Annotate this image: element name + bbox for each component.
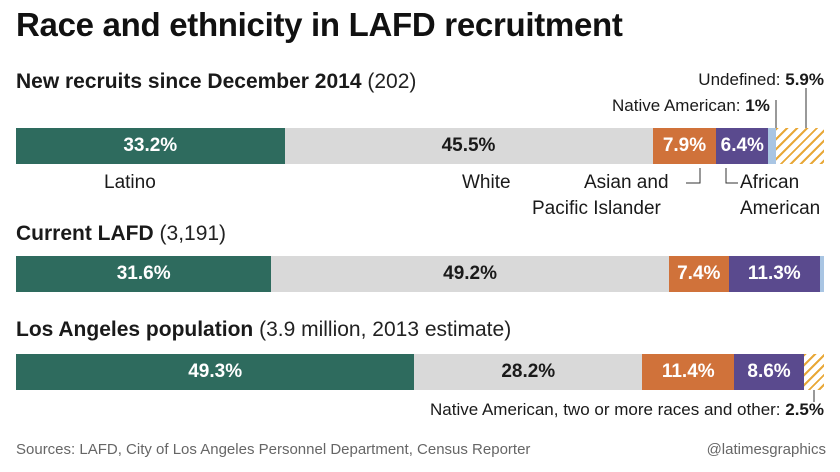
data-label: 31.6%: [116, 263, 171, 284]
note-native-label: Native American:: [612, 96, 746, 115]
bar-la-population: 49.3% 28.2% 11.4% 8.6%: [16, 354, 824, 390]
chart-title: Race and ethnicity in LAFD recruitment: [16, 6, 623, 43]
bar-segment-asian-and-pacific-islander: [642, 354, 735, 390]
data-label: 49.2%: [443, 263, 498, 284]
note-other-value: 2.5%: [785, 400, 824, 419]
bar-segment-native-american: [819, 256, 824, 292]
data-label: 49.3%: [188, 361, 243, 382]
section-heading-new-recruits: New recruits since December 2014 (202): [16, 70, 416, 94]
section-count: (202): [367, 70, 417, 93]
bar-segment-african-american: [728, 256, 820, 292]
category-label-white: White: [462, 172, 511, 193]
data-label: 45.5%: [441, 135, 496, 156]
bar-segment-native-american: [768, 128, 777, 164]
note-other: Native American, two or more races and o…: [430, 400, 824, 420]
category-label-asian-line2: Pacific Islander: [532, 198, 661, 219]
data-label: 6.4%: [720, 135, 764, 156]
leader-line-african: [725, 168, 738, 184]
source-note: Sources: LAFD, City of Los Angeles Perso…: [16, 441, 531, 458]
bar-new-recruits: 33.2% 45.5% 7.9% 6.4%: [16, 128, 824, 164]
section-count: (3,191): [159, 222, 227, 245]
bar-segment-latino: [16, 256, 272, 292]
bar-segment-latino: [16, 128, 285, 164]
leader-line-asian: [686, 168, 701, 184]
section-title: New recruits since December 2014: [16, 70, 362, 93]
section-title: Current LAFD: [16, 222, 154, 245]
note-undefined-label: Undefined:: [698, 70, 786, 89]
category-label-asian-line1: Asian and: [584, 172, 669, 193]
credit: @latimesgraphics: [706, 441, 826, 458]
note-undefined: Undefined: 5.9%: [698, 70, 824, 90]
bar-segment-undefined: [776, 128, 824, 164]
data-label: 7.4%: [677, 263, 721, 284]
bar-segment-latino: [16, 354, 415, 390]
data-label: 8.6%: [747, 361, 791, 382]
data-label: 11.3%: [747, 263, 801, 284]
bar-current-lafd: 31.6% 49.2% 7.4% 11.3%: [16, 256, 824, 292]
category-label-african-line1: African: [740, 172, 800, 193]
category-label-latino: Latino: [104, 172, 156, 193]
bar-segment-white: [284, 128, 653, 164]
data-label: 11.4%: [661, 361, 715, 382]
section-title: Los Angeles population: [16, 318, 254, 341]
note-undefined-value: 5.9%: [785, 70, 824, 89]
bar-segment-white: [414, 354, 643, 390]
bar-segment-native-american-two-or-more-races-and-other: [803, 354, 824, 390]
data-label: 33.2%: [123, 135, 178, 156]
note-native-american: Native American: 1%: [612, 96, 770, 116]
bar-segment-white: [271, 256, 669, 292]
section-heading-current-lafd: Current LAFD (3,191): [16, 222, 226, 246]
data-label: 7.9%: [662, 135, 707, 156]
note-native-value: 1%: [745, 96, 770, 115]
category-label-african-line2: American: [740, 198, 821, 219]
bar-segment-asian-and-pacific-islander: [668, 256, 729, 292]
data-label: 28.2%: [501, 361, 556, 382]
note-other-label: Native American, two or more races and o…: [429, 400, 786, 419]
section-count: (3.9 million, 2013 estimate): [259, 318, 512, 341]
section-heading-la-population: Los Angeles population (3.9 million, 201…: [16, 318, 511, 342]
bar-segment-african-american: [716, 128, 769, 164]
bar-segment-african-american: [734, 354, 804, 390]
bar-segment-asian-and-pacific-islander: [652, 128, 717, 164]
